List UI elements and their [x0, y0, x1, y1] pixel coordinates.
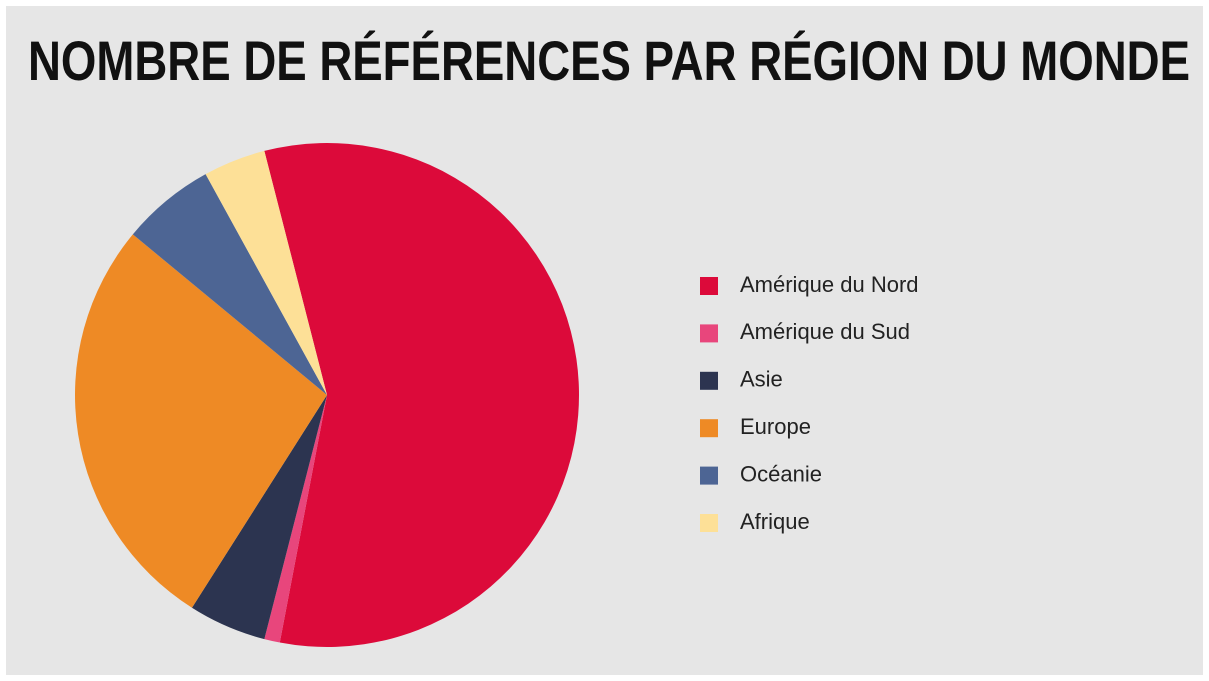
pie-slice [191, 395, 327, 640]
legend-swatch [700, 466, 718, 485]
legend-swatch [700, 514, 718, 532]
pie-slice [264, 143, 579, 648]
legend-swatch [700, 277, 718, 295]
legend-label: Asie [740, 367, 783, 392]
legend-swatch [700, 419, 718, 438]
legend-swatch [700, 371, 718, 390]
pie-slice [132, 174, 327, 395]
legend-label: Océanie [740, 461, 822, 486]
legend-label: Amérique du Nord [740, 272, 919, 297]
chart-title: NOMBRE DE RÉFÉRENCES PAR RÉGION DU MONDE [28, 29, 1190, 92]
legend-label: Afrique [740, 509, 810, 534]
pie-slice [74, 234, 327, 608]
pie-slice [205, 150, 327, 395]
legend-label: Amérique du Sud [740, 319, 910, 344]
legend-swatch [700, 324, 718, 343]
legend-label: Europe [740, 414, 811, 439]
pie-slice [264, 395, 327, 643]
